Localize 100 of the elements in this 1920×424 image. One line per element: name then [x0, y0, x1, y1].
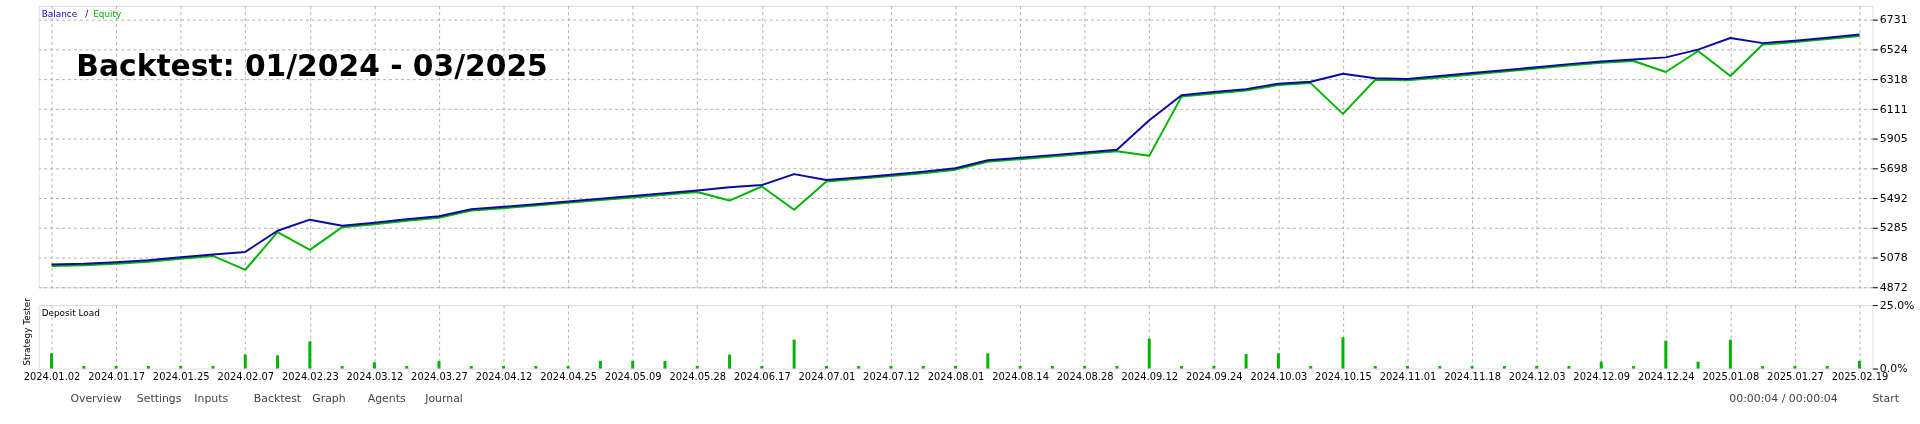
y-tick-label: 6731: [1879, 13, 1908, 27]
x-tick-label: 2024.03.27: [411, 370, 468, 382]
x-tick-label: 2024.01.17: [88, 370, 145, 382]
bar: [1147, 338, 1151, 369]
x-tick-label: 2024.11.01: [1379, 370, 1437, 382]
bar: [663, 360, 667, 369]
bar: [1825, 366, 1829, 369]
bar: [1599, 361, 1603, 369]
bar: [1050, 366, 1054, 369]
bar: [437, 360, 441, 369]
bar: [1373, 366, 1377, 369]
x-tick-label: 2024.09.12: [1121, 370, 1179, 382]
text: Settings: [136, 392, 182, 406]
x-tick-label: 2024.07.12: [863, 370, 920, 382]
x-tick-label: 2024.12.24: [1637, 370, 1695, 382]
bar: [1858, 360, 1861, 369]
text: Start: [1872, 392, 1900, 406]
x-tick-label: 2024.12.09: [1573, 370, 1631, 382]
y-tick-label: 5078: [1879, 251, 1908, 265]
bar: [1696, 361, 1700, 369]
x-tick-label: 2024.08.14: [992, 370, 1049, 382]
bar: [631, 360, 635, 369]
x-tick-label: 2024.05.09: [604, 370, 662, 382]
bar: [1276, 353, 1280, 369]
bar: [1470, 366, 1474, 369]
bar: [405, 366, 409, 369]
y-tick-label: 6111: [1879, 102, 1908, 116]
text: Inputs: [194, 392, 229, 406]
bar: [1083, 366, 1087, 369]
bar: [469, 366, 473, 369]
x-tick-label: 2024.04.12: [475, 370, 533, 382]
annotation: /: [85, 8, 89, 19]
bar: [534, 366, 538, 369]
bar: [1438, 366, 1442, 369]
bar: [824, 366, 828, 369]
y-tick-label: 5905: [1879, 132, 1908, 146]
bar: [372, 362, 376, 369]
bar: [1632, 366, 1635, 369]
bar: [1244, 354, 1248, 369]
bar: [1180, 366, 1184, 369]
bar: [695, 366, 699, 369]
bar: [340, 366, 344, 369]
bar: [179, 366, 183, 369]
bar: [1115, 366, 1119, 369]
x-tick-label: 2025.01.08: [1702, 370, 1760, 382]
bar: [1728, 339, 1732, 369]
text: 00:00:04 / 00:00:04: [1729, 392, 1838, 406]
x-tick-label: 2024.10.03: [1250, 370, 1308, 382]
text: Backtest: 01/2024 - 03/2025: [76, 48, 548, 84]
y-tick-label: 5698: [1879, 161, 1908, 175]
x-tick-label: 2024.10.15: [1315, 370, 1372, 382]
bar: [566, 366, 570, 369]
x-tick-label: 2024.01.25: [152, 370, 210, 382]
bar: [1793, 366, 1797, 369]
bar: [792, 339, 796, 369]
bar: [598, 360, 602, 369]
bar: [1309, 366, 1313, 369]
text: Strategy Tester: [21, 297, 32, 366]
y-tick-label: 5492: [1879, 191, 1908, 205]
x-tick-label: 2024.12.03: [1508, 370, 1566, 382]
x-tick-label: 2024.08.28: [1056, 370, 1114, 382]
x-tick-label: 2024.08.01: [927, 370, 985, 382]
x-tick-label: 2025.01.27: [1767, 370, 1824, 382]
x-tick-label: 2024.02.23: [281, 370, 339, 382]
text: Backtest: [253, 392, 302, 406]
bar: [502, 366, 506, 369]
x-tick-label: 2024.03.12: [346, 370, 404, 382]
bar: [1567, 366, 1571, 369]
bar: [728, 354, 732, 369]
x-tick-label: 2024.05.28: [669, 370, 727, 382]
x-tick-label: 2024.11.18: [1444, 370, 1501, 382]
x-tick-label: 2024.09.24: [1185, 370, 1243, 382]
bar: [308, 341, 312, 369]
bar: [921, 366, 925, 369]
x-tick-label: 2024.07.01: [798, 370, 856, 382]
bar: [146, 366, 150, 369]
text: Overview: [70, 392, 122, 406]
text: Equity: [93, 8, 122, 19]
x-tick-label: 2024.04.25: [540, 370, 597, 382]
text: Agents: [367, 392, 406, 406]
bar: [1212, 366, 1216, 369]
bar: [114, 366, 118, 369]
x-tick-label: 2024.02.07: [217, 370, 275, 382]
bar: [50, 353, 54, 369]
bar: [82, 366, 86, 369]
text: Journal: [424, 392, 463, 406]
y-tick-label: 25.0%: [1879, 298, 1915, 312]
chart-title: Deposit Load: [41, 308, 100, 318]
bar: [954, 366, 958, 369]
text: Balance: [41, 8, 78, 19]
bar: [889, 366, 893, 369]
bar: [243, 354, 247, 369]
y-tick-label: 5285: [1879, 221, 1908, 235]
bar: [760, 366, 764, 369]
bar: [1761, 366, 1765, 369]
y-tick-label: 4872: [1879, 280, 1908, 294]
bar: [1018, 366, 1022, 369]
bar: [1535, 366, 1539, 369]
x-tick-label: 2024.01.02: [23, 370, 81, 382]
bar: [986, 353, 990, 369]
